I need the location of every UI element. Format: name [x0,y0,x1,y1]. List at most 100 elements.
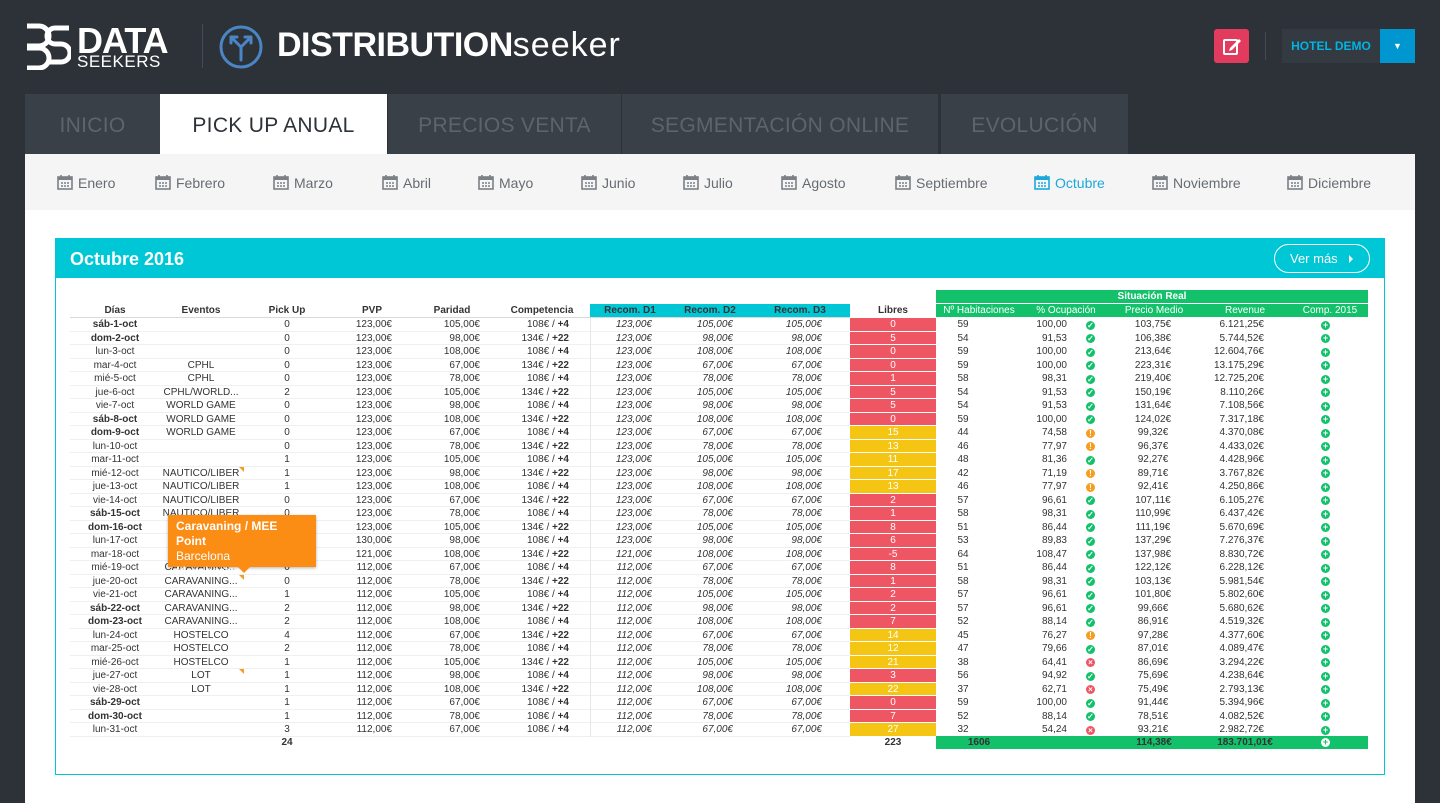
comp-plus-icon[interactable]: + [1321,508,1330,519]
comp-plus-icon[interactable]: + [1321,643,1330,654]
tab-4[interactable]: EVOLUCIÓN [941,94,1128,154]
comp-plus-icon[interactable]: + [1321,468,1330,478]
comp-plus-icon[interactable]: + [1321,724,1330,735]
cell-precio-medio: 86,69€ [1137,656,1169,668]
competencia-diff: +4 [557,535,569,546]
calendar-icon [478,175,494,190]
comp-plus-icon[interactable]: + [1321,549,1330,559]
competencia-diff: +22 [552,575,569,587]
comp-plus-icon[interactable]: + [1321,481,1330,492]
cell-pickup: 4 [284,629,290,641]
competencia-price: 108€ / [527,697,558,708]
comp-plus-icon[interactable]: + [1321,535,1330,546]
competencia-price: 134€ / [521,359,553,371]
cell-competencia: 108€ / +4 [492,453,569,467]
hotel-selector[interactable]: HOTEL DEMO [1282,29,1380,63]
comp-plus-icon[interactable]: + [1321,495,1330,505]
status-check-icon: ✓ [1086,698,1095,708]
cell-evento [160,696,242,710]
cell-pvp: 123,00€ [355,373,392,384]
cell-habitaciones: 54 [957,332,969,344]
comp-plus-icon[interactable]: + [1321,616,1330,627]
cell-pickup: 0 [284,562,290,573]
status-warning-icon: ! [1086,469,1095,478]
ver-mas-button[interactable]: Ver más [1274,244,1370,273]
competencia-price: 134€ / [521,467,553,479]
cell-pvp: 123,00€ [355,440,392,452]
cell-ocupacion: 77,97 [1041,440,1067,452]
comp-plus-icon[interactable]: + [1321,346,1330,357]
comp-plus-icon[interactable]: + [1321,360,1330,370]
cell-recom-d2: 78,00€ [702,710,733,722]
tab-1[interactable]: PICK UP ANUAL [160,94,387,154]
comp-plus-icon[interactable]: + [1321,630,1330,640]
comp-plus-icon[interactable]: + [1321,427,1330,438]
status-check-icon: ✓ [1086,496,1095,505]
tab-3[interactable]: SEGMENTACIÓN ONLINE [622,94,938,154]
header-ocup: % Ocupación [1022,304,1110,317]
comp-plus-icon[interactable]: + [1321,333,1330,343]
tab-0[interactable]: INICIO [25,94,160,154]
table-row: jue-6-oct CPHL/WORLD... 2 123,00€ 105,00€ 134… [70,385,1370,399]
cell-precio-medio: 92,41€ [1137,481,1169,492]
status-warning-icon: ! [1086,631,1095,640]
comp-plus-icon[interactable]: + [1321,373,1330,384]
comp-plus-icon[interactable]: + [1321,522,1330,532]
table-row: mié-26-oct HOSTELCO 1 112,00€ 105,00€ 134€ / … [70,655,1370,669]
cell-pickup: 1 [284,670,290,681]
comp-plus-icon[interactable]: + [1321,562,1330,573]
comp-plus-icon[interactable]: + [1321,319,1330,330]
cell-habitaciones: 57 [957,589,969,600]
cell-dia: sáb-8-oct [92,413,138,425]
brand-seekers: SEEKERS [77,52,161,71]
cell-pickup: 0 [284,413,290,425]
comp-plus-icon[interactable]: + [1321,603,1330,613]
comp-plus-icon[interactable]: + [1321,697,1330,708]
cell-recom-d2: 108,00€ [696,616,733,627]
comp-plus-icon[interactable]: + [1321,657,1330,667]
edit-button[interactable] [1214,29,1249,63]
cell-evento [160,453,242,467]
competencia-diff: +22 [552,656,569,668]
comp-plus-icon[interactable]: + [1321,670,1330,681]
tab-2[interactable]: PRECIOS VENTA [388,94,621,154]
comp-plus-icon[interactable]: + [1321,454,1330,465]
cell-habitaciones: 44 [957,427,969,438]
cell-recom-d1: 123,00€ [590,453,652,467]
comp-plus-icon[interactable]: + [1321,414,1330,424]
comp-plus-icon[interactable]: + [1321,576,1330,586]
table-row: sáb-15-oct NAUTICO/LIBER 0 123,00€ 78,00€ 108… [70,507,1370,521]
product-title-light: seeker [512,26,621,64]
competencia-price: 108€ / [527,616,558,627]
competencia-price: 134€ / [521,629,553,641]
status-check-icon: ✓ [1086,455,1095,465]
comp-plus-icon[interactable]: + [1321,387,1330,397]
hotel-dropdown-button[interactable]: ▼ [1380,29,1415,63]
comp-plus-icon[interactable]: + [1321,400,1330,411]
cell-evento [160,723,242,737]
cell-pvp: 123,00€ [355,467,392,479]
cell-libres: 8 [850,561,936,575]
cell-paridad: 108,00€ [443,413,480,425]
comp-plus-icon[interactable]: + [1321,589,1330,600]
totals-plus-icon[interactable]: + [1321,737,1330,747]
cell-competencia: 108€ / +4 [492,723,569,737]
table-row: dom-2-oct 0 123,00€ 98,00€ 134€ / +22 123,00€… [70,331,1370,345]
cell-ocupacion: 88,14 [1041,616,1067,627]
cell-evento: LOT [191,683,211,695]
cell-pvp: 112,00€ [356,575,392,587]
comp-plus-icon[interactable]: + [1321,441,1330,451]
cell-recom-d3: 105,00€ [785,589,822,600]
cell-recom-d2: 67,00€ [702,427,733,438]
app-header: DATA SEEKERS DISTRIBUTIONseeker HOTEL DE… [0,0,1440,94]
header-divider-right [1265,32,1266,60]
month-summary-box: Octubre 2016 Ver más [55,238,1385,775]
cell-recom-d1: 123,00€ [590,534,652,548]
cell-habitaciones: 51 [957,521,969,533]
cell-precio-medio: 131,64€ [1134,400,1172,411]
comp-plus-icon[interactable]: + [1321,684,1330,694]
cell-revenue: 8.110,26€ [1220,386,1264,398]
comp-plus-icon[interactable]: + [1321,711,1330,721]
cell-revenue: 2.793,13€ [1219,683,1265,695]
table-row: dom-23-oct CARAVANING... 2 112,00€ 108,00€ 10… [70,615,1370,629]
